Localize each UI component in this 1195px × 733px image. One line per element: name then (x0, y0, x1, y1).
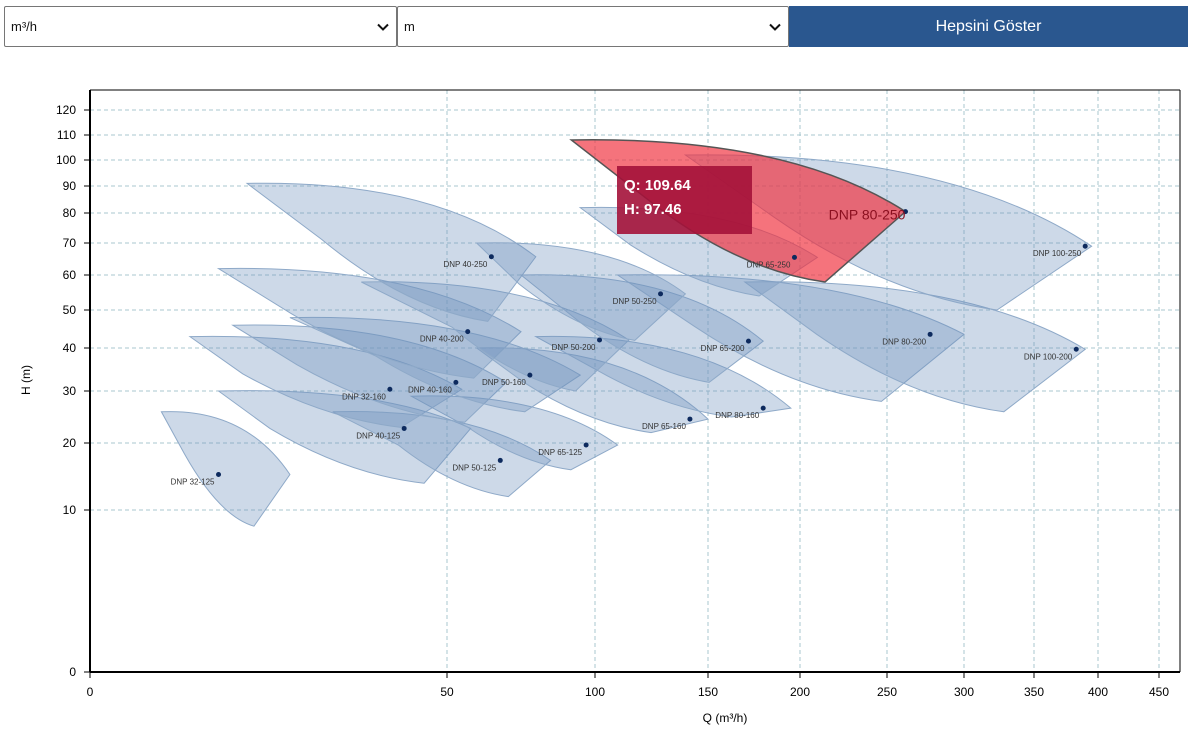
x-axis-title: Q (m³/h) (703, 711, 748, 725)
pump-label: DNP 50-160 (482, 378, 526, 387)
pump-point (583, 442, 589, 448)
pump-point (527, 372, 533, 378)
axes: 0 10 20 30 40 50 60 70 80 90 100 110 120 0 50 100 150 200… (56, 89, 1181, 699)
tooltip: Q: 109.64 H: 97.46 (617, 166, 752, 234)
show-all-button[interactable]: Hepsini Göster (789, 6, 1188, 47)
pump-label: DNP 80-160 (715, 411, 759, 420)
pump-point (465, 329, 471, 335)
pump-points: DNP 32-125 DNP 40-125 DNP 50-125 DNP 65-125… (171, 243, 1088, 486)
pump-point (1082, 243, 1088, 249)
pump-envelope (409, 395, 619, 471)
tooltip-h-value: H: 97.46 (624, 201, 682, 218)
y-axis-title: H (m) (19, 365, 33, 395)
x-tick-label: 50 (440, 685, 454, 699)
x-tick-label: 150 (698, 685, 718, 699)
pump-envelope (160, 411, 291, 527)
y-tick-label: 50 (63, 303, 77, 317)
pump-point (453, 379, 459, 385)
head-unit-value: m (404, 19, 415, 34)
y-tick-label: 10 (63, 503, 77, 517)
pump-label: DNP 100-250 (1033, 249, 1082, 258)
pump-point (927, 331, 933, 337)
y-tick-label: 120 (56, 103, 76, 117)
pump-label: DNP 40-160 (408, 385, 452, 394)
pump-label: DNP 40-250 (444, 260, 488, 269)
chevron-down-icon (769, 23, 781, 31)
pump-point (401, 425, 407, 431)
selected-point (902, 209, 908, 215)
pump-label: DNP 65-250 (747, 260, 791, 269)
pump-envelope (615, 274, 965, 402)
flow-unit-value: m³/h (11, 19, 37, 34)
pump-point (687, 416, 693, 422)
y-tick-label: 110 (57, 128, 76, 142)
pump-label: DNP 32-160 (342, 392, 386, 401)
pump-point (387, 386, 393, 392)
x-tick-label: 0 (87, 685, 94, 699)
pump-envelope (475, 347, 710, 434)
y-tick-label: 80 (63, 206, 77, 220)
pump-envelope (475, 242, 687, 341)
x-tick-label: 350 (1024, 685, 1044, 699)
pump-label: DNP 32-125 (171, 477, 215, 486)
y-tick-label: 0 (69, 665, 76, 679)
tooltip-q-value: Q: 109.64 (624, 177, 691, 194)
head-unit-select[interactable]: m (397, 6, 789, 47)
y-tick-label: 40 (63, 341, 77, 355)
toolbar: m³/h m Hepsini Göster (4, 6, 1188, 47)
pump-point (791, 254, 797, 260)
pump-envelope (743, 281, 1087, 413)
flow-unit-select[interactable]: m³/h (4, 6, 397, 47)
pump-label: DNP 65-125 (538, 448, 582, 457)
y-tick-label: 100 (56, 153, 76, 167)
pump-label: DNP 40-200 (420, 335, 464, 344)
tooltip-background (617, 166, 752, 234)
pump-envelope (231, 324, 508, 423)
y-tick-label: 30 (63, 384, 77, 398)
pump-envelope (289, 316, 582, 413)
pump-envelope (245, 182, 537, 322)
pump-envelope (361, 281, 630, 392)
pump-label: DNP 40-125 (356, 431, 400, 440)
y-tick-label: 70 (63, 236, 77, 250)
x-tick-label: 400 (1088, 685, 1108, 699)
chevron-down-icon (377, 23, 389, 31)
pump-point (497, 457, 503, 463)
pump-envelope (519, 274, 765, 383)
y-tick-label: 60 (63, 268, 77, 282)
pump-point (745, 338, 751, 344)
pump-envelope (216, 267, 522, 379)
x-tick-label: 300 (954, 685, 974, 699)
pump-point (1073, 346, 1079, 352)
pump-label: DNP 65-200 (701, 344, 745, 353)
pump-label: DNP 80-200 (882, 337, 926, 346)
pump-envelope (533, 335, 792, 418)
y-tick-label: 20 (63, 436, 77, 450)
x-tick-label: 250 (877, 685, 897, 699)
pump-label: DNP 50-200 (552, 343, 596, 352)
pump-envelope (332, 411, 552, 498)
pump-label: DNP 50-125 (452, 463, 496, 472)
pump-label: DNP 100-200 (1024, 352, 1073, 361)
pump-envelope (188, 335, 463, 428)
pump-label: DNP 65-160 (642, 422, 686, 431)
selected-pump-label: DNP 80-250 (829, 207, 906, 223)
pump-point (760, 405, 766, 411)
pump-point (658, 291, 664, 297)
x-tick-label: 450 (1149, 685, 1169, 699)
x-tick-label: 200 (790, 685, 810, 699)
x-tick-label: 100 (585, 685, 605, 699)
pump-point (488, 254, 494, 260)
pump-point (597, 337, 603, 343)
pump-label: DNP 50-250 (613, 297, 657, 306)
y-tick-label: 90 (63, 179, 77, 193)
pump-point (216, 471, 222, 477)
